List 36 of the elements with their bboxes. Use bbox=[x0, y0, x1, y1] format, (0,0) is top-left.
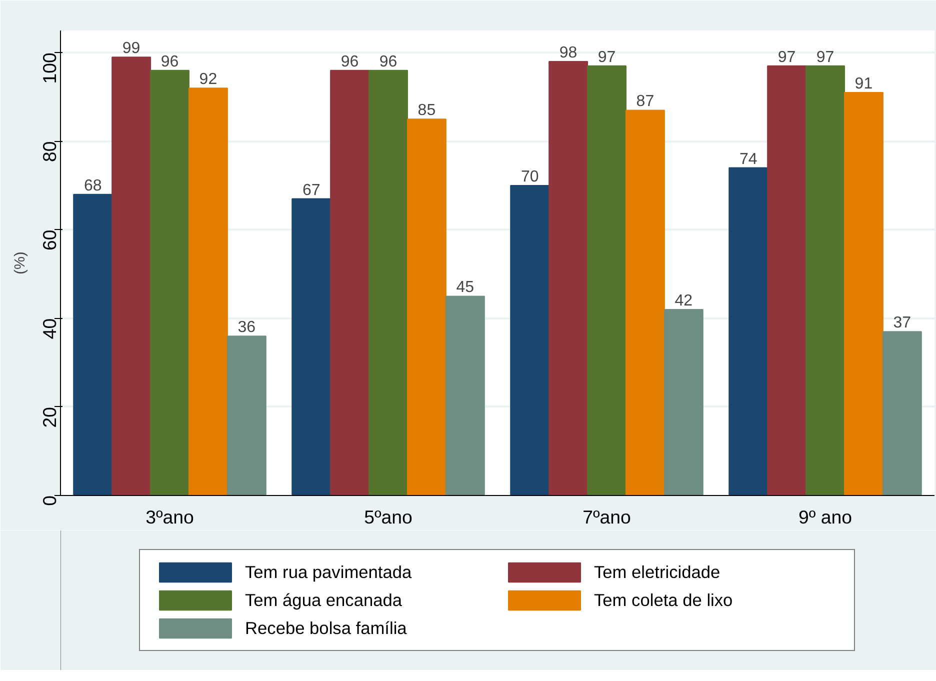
data-label: 42 bbox=[674, 292, 693, 310]
legend-label: Tem coleta de lixo bbox=[594, 590, 734, 610]
data-label: 96 bbox=[340, 53, 359, 70]
y-tick-label: 0 bbox=[39, 495, 60, 506]
y-axis-title: (%) bbox=[12, 252, 28, 274]
data-label: 70 bbox=[520, 168, 539, 186]
data-label: 97 bbox=[816, 48, 834, 66]
y-tick-label: 60 bbox=[39, 230, 60, 251]
data-label: 97 bbox=[778, 48, 796, 66]
y-tick-label: 20 bbox=[39, 406, 60, 428]
data-label: 96 bbox=[160, 53, 179, 70]
legend-label: Recebe bolsa família bbox=[245, 618, 408, 638]
data-label: 97 bbox=[598, 48, 616, 66]
data-label: 85 bbox=[418, 102, 436, 120]
legend-label: Tem eletricidade bbox=[594, 562, 722, 582]
data-label: 96 bbox=[379, 53, 398, 70]
data-label: 45 bbox=[456, 279, 474, 296]
y-tick-label: 40 bbox=[39, 318, 60, 340]
data-label: 98 bbox=[559, 44, 578, 62]
legend-label: Tem água encanada bbox=[245, 590, 404, 610]
data-label: 99 bbox=[122, 40, 140, 58]
data-label: 74 bbox=[739, 150, 758, 168]
y-tick-label: 80 bbox=[39, 141, 60, 162]
x-tick-label: 5ºano bbox=[364, 506, 412, 528]
x-tick-label: 3ºano bbox=[146, 506, 194, 528]
x-tick-label: 7ºano bbox=[582, 506, 631, 528]
data-label: 87 bbox=[636, 93, 654, 110]
data-label: 92 bbox=[199, 71, 218, 88]
data-label: 91 bbox=[854, 76, 873, 92]
legend-label: Tem rua pavimentada bbox=[245, 562, 413, 582]
y-tick-label: 100 bbox=[39, 52, 60, 84]
data-label: 37 bbox=[893, 314, 912, 332]
data-label: 68 bbox=[84, 177, 102, 194]
data-label: 67 bbox=[302, 182, 320, 199]
data-label: 36 bbox=[238, 319, 256, 336]
x-tick-label: 9º ano bbox=[798, 506, 852, 528]
